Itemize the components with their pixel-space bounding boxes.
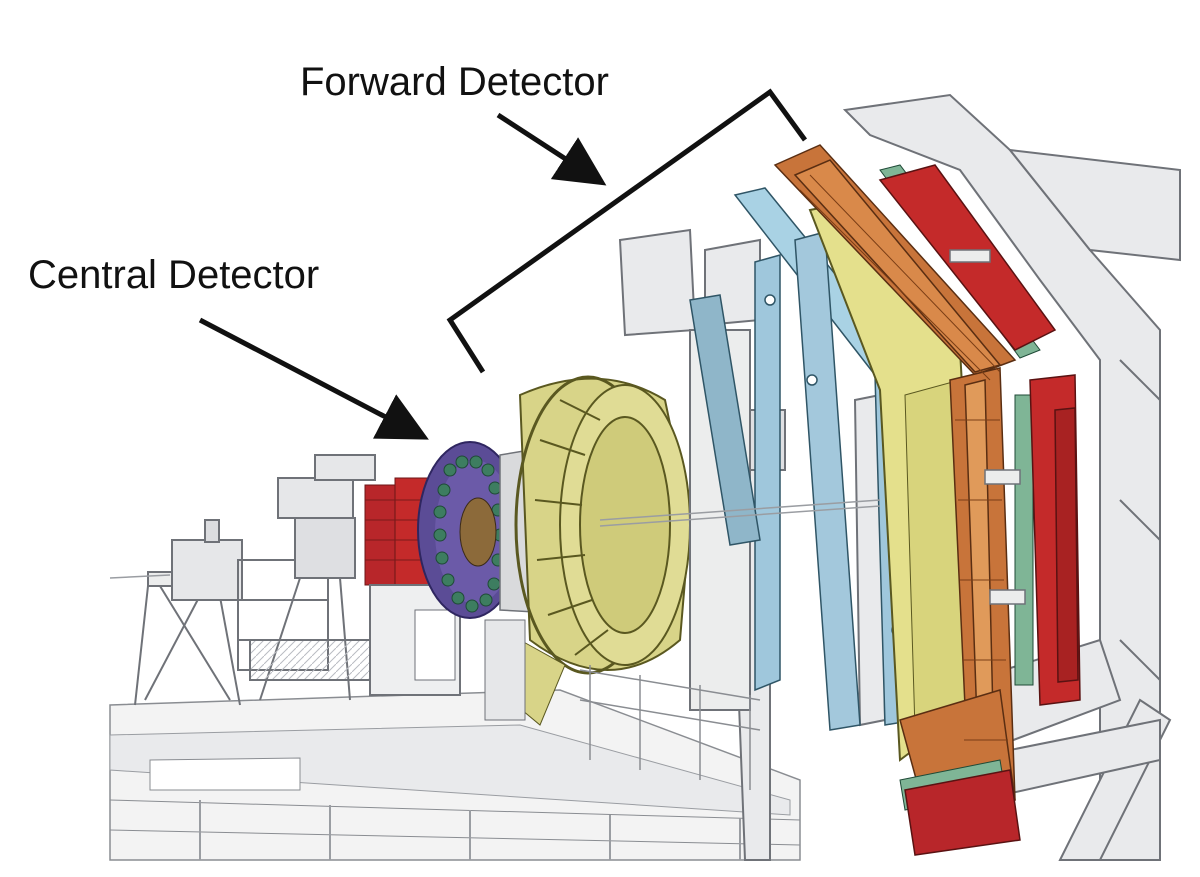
railing xyxy=(579,665,761,790)
forward-detector-label: Forward Detector xyxy=(300,60,609,104)
central-detector-arrow xyxy=(198,317,429,440)
central-barrel-yellow xyxy=(484,375,692,726)
forward-detector-arrow xyxy=(496,112,607,186)
forward-detector-bracket xyxy=(446,88,808,374)
beam-line xyxy=(109,499,881,579)
floor-platform xyxy=(109,689,801,861)
forward-red-modules xyxy=(878,164,1081,856)
left-support-scaffold xyxy=(134,454,376,706)
central-detector-label: Central Detector xyxy=(28,253,320,297)
